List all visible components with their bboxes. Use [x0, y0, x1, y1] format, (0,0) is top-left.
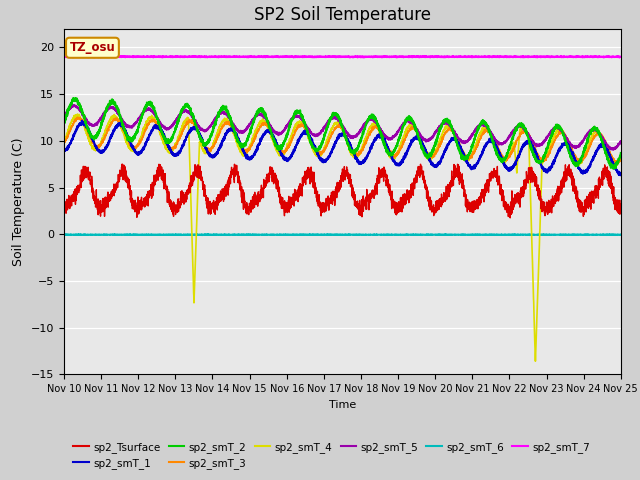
sp2_Tsurface — [180, 193, 188, 199]
Legend: sp2_Tsurface, sp2_smT_1, sp2_smT_2, sp2_smT_3, sp2_smT_4, sp2_smT_5, sp2_smT_6, : sp2_Tsurface, sp2_smT_1, sp2_smT_2, sp2_… — [69, 437, 594, 473]
sp2_smT_7 — [406, 54, 414, 60]
sp2_smT_4 — [617, 155, 625, 160]
sp2_smT_2 — [60, 120, 68, 126]
sp2_Tsurface — [397, 202, 404, 207]
sp2_Tsurface — [60, 204, 68, 209]
sp2_smT_1 — [78, 118, 86, 123]
sp2_smT_7 — [397, 54, 404, 60]
sp2_smT_2 — [397, 130, 404, 135]
Line: sp2_smT_5: sp2_smT_5 — [64, 106, 621, 150]
sp2_smT_4 — [532, 359, 540, 364]
sp2_smT_2 — [564, 146, 572, 152]
sp2_smT_5 — [216, 110, 223, 116]
sp2_smT_5 — [397, 124, 404, 130]
sp2_smT_3 — [180, 127, 188, 132]
sp2_smT_7 — [60, 54, 68, 60]
sp2_smT_6 — [397, 232, 404, 238]
sp2_smT_6 — [60, 232, 68, 238]
sp2_smT_2 — [617, 150, 625, 156]
sp2_smT_3 — [60, 141, 68, 146]
Title: SP2 Soil Temperature: SP2 Soil Temperature — [254, 6, 431, 24]
sp2_smT_5 — [609, 147, 617, 153]
Line: sp2_smT_7: sp2_smT_7 — [64, 56, 621, 58]
sp2_Tsurface — [617, 204, 625, 210]
sp2_Tsurface — [118, 161, 126, 167]
Text: TZ_osu: TZ_osu — [70, 41, 115, 54]
sp2_smT_6 — [216, 232, 223, 238]
Line: sp2_smT_1: sp2_smT_1 — [64, 120, 621, 175]
sp2_smT_1 — [406, 141, 414, 146]
sp2_smT_1 — [216, 145, 223, 151]
sp2_smT_1 — [60, 148, 68, 154]
sp2_smT_2 — [617, 152, 625, 157]
sp2_smT_4 — [60, 139, 68, 144]
sp2_smT_2 — [610, 166, 618, 172]
sp2_smT_5 — [71, 103, 79, 108]
sp2_smT_7 — [179, 54, 187, 60]
sp2_smT_6 — [617, 232, 625, 238]
sp2_smT_1 — [564, 143, 572, 149]
sp2_smT_5 — [617, 139, 625, 145]
sp2_smT_2 — [180, 106, 188, 111]
sp2_smT_7 — [617, 54, 625, 60]
sp2_smT_1 — [180, 142, 188, 148]
sp2_smT_4 — [406, 122, 414, 128]
sp2_Tsurface — [406, 189, 414, 195]
sp2_smT_5 — [180, 109, 188, 115]
sp2_smT_1 — [617, 171, 625, 177]
sp2_smT_3 — [617, 157, 625, 163]
sp2_Tsurface — [617, 206, 625, 212]
sp2_smT_1 — [397, 160, 404, 166]
sp2_smT_3 — [397, 146, 404, 152]
sp2_smT_3 — [406, 127, 414, 132]
sp2_smT_4 — [397, 140, 404, 145]
sp2_smT_5 — [60, 113, 68, 119]
Y-axis label: Soil Temperature (C): Soil Temperature (C) — [12, 137, 26, 266]
sp2_smT_2 — [69, 95, 77, 101]
sp2_smT_3 — [564, 136, 572, 142]
sp2_smT_4 — [74, 111, 81, 117]
sp2_smT_6 — [407, 232, 415, 238]
sp2_smT_1 — [617, 172, 625, 178]
sp2_smT_7 — [579, 53, 586, 59]
sp2_smT_7 — [564, 54, 572, 60]
sp2_smT_6 — [63, 231, 71, 237]
sp2_smT_6 — [564, 232, 572, 238]
Line: sp2_smT_4: sp2_smT_4 — [64, 114, 621, 361]
Line: sp2_Tsurface: sp2_Tsurface — [64, 164, 621, 218]
X-axis label: Time: Time — [329, 400, 356, 409]
sp2_smT_5 — [617, 138, 625, 144]
sp2_smT_7 — [216, 54, 223, 60]
sp2_smT_4 — [564, 142, 572, 147]
Line: sp2_smT_6: sp2_smT_6 — [64, 234, 621, 235]
sp2_smT_3 — [577, 160, 584, 166]
sp2_Tsurface — [506, 215, 514, 221]
sp2_smT_6 — [198, 232, 206, 238]
sp2_smT_4 — [617, 156, 625, 162]
sp2_smT_2 — [406, 117, 414, 123]
sp2_smT_4 — [180, 122, 188, 128]
sp2_smT_7 — [617, 54, 625, 60]
Line: sp2_smT_2: sp2_smT_2 — [64, 98, 621, 169]
sp2_smT_4 — [216, 124, 223, 130]
sp2_Tsurface — [564, 164, 572, 169]
sp2_smT_6 — [617, 232, 625, 238]
sp2_smT_7 — [616, 55, 623, 60]
sp2_smT_3 — [617, 156, 625, 162]
sp2_smT_2 — [216, 108, 223, 114]
sp2_smT_5 — [564, 138, 572, 144]
sp2_smT_6 — [180, 232, 188, 238]
Line: sp2_smT_3: sp2_smT_3 — [64, 117, 621, 163]
sp2_smT_3 — [74, 114, 81, 120]
sp2_smT_5 — [406, 120, 414, 125]
sp2_smT_3 — [216, 131, 223, 136]
sp2_Tsurface — [216, 193, 223, 199]
